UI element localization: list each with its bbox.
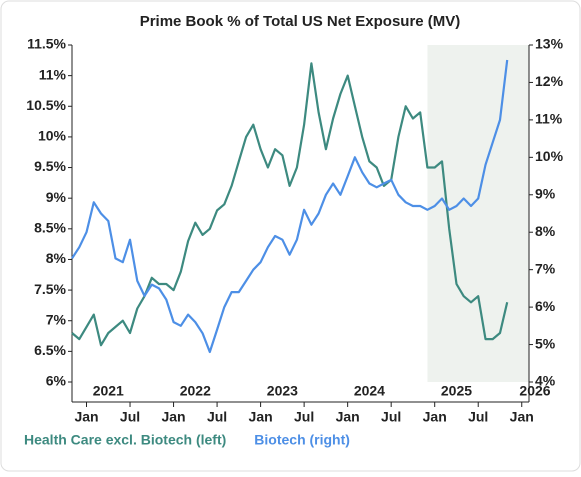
y2-tick-label: 4% (535, 373, 556, 389)
y-tick-label: 6.5% (34, 342, 66, 358)
x-tick-label: Jan (74, 409, 98, 425)
y2-tick-label: 5% (535, 335, 556, 351)
x-tick-label: Jul (207, 409, 227, 425)
y-tick-label: 7.5% (34, 281, 66, 297)
x-tick-label: Jan (336, 409, 360, 425)
y-tick-label: 7% (46, 311, 67, 327)
y-tick-label: 9% (46, 189, 67, 205)
year-label: 2022 (180, 383, 211, 399)
y-tick-label: 8.5% (34, 220, 66, 236)
y-tick-label: 11.5% (27, 36, 66, 52)
x-tick-label: Jul (120, 409, 140, 425)
x-tick-label: Jul (381, 409, 401, 425)
y2-tick-label: 10% (535, 148, 564, 164)
x-tick-label: Jan (510, 409, 534, 425)
x-tick-label: Jan (161, 409, 185, 425)
y-tick-label: 10% (38, 128, 67, 144)
y2-tick-label: 6% (535, 298, 556, 314)
y2-tick-label: 8% (535, 223, 556, 239)
legend-entry: Biotech (right) (254, 432, 350, 448)
x-tick-label: Jul (294, 409, 314, 425)
year-label: 2023 (267, 383, 298, 399)
y2-tick-label: 12% (535, 73, 564, 89)
y2-tick-label: 13% (535, 36, 564, 52)
y2-tick-label: 9% (535, 185, 556, 201)
y2-tick-label: 7% (535, 260, 556, 276)
y-tick-label: 11% (39, 66, 67, 82)
y-tick-label: 9.5% (34, 158, 66, 174)
year-label: 2026 (519, 383, 550, 399)
y-tick-label: 8% (46, 250, 67, 266)
series-line (71, 59, 509, 354)
legend-entry: Health Care excl. Biotech (left) (24, 432, 226, 448)
y-tick-label: 6% (46, 373, 67, 389)
y2-tick-label: 11% (535, 111, 563, 127)
year-label: 2025 (441, 383, 472, 399)
x-tick-label: Jul (468, 409, 488, 425)
y-tick-label: 10.5% (26, 97, 66, 113)
chart-title: Prime Book % of Total US Net Exposure (M… (140, 13, 461, 30)
x-tick-label: Jan (249, 409, 273, 425)
year-label: 2021 (93, 383, 124, 399)
year-label: 2024 (354, 383, 385, 399)
x-tick-label: Jan (423, 409, 447, 425)
shaded-region (427, 45, 529, 382)
